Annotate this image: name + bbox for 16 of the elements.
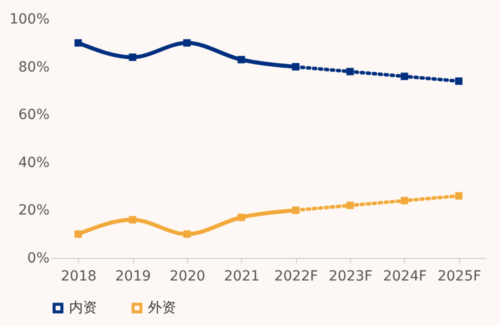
x-tick-label: 2019 <box>115 268 151 284</box>
y-tick-label: 80% <box>18 59 50 76</box>
y-tick-label: 100% <box>9 12 50 28</box>
x-tick-label: 2022F <box>274 268 318 284</box>
y-tick-label: 20% <box>18 202 50 219</box>
x-tick-label: 2020 <box>170 268 206 284</box>
x-tick-label: 2018 <box>60 268 97 284</box>
x-tick-label: 2024F <box>383 268 427 284</box>
x-tick-label: 2023F <box>328 268 372 284</box>
y-tick-label: 40% <box>18 154 50 171</box>
y-tick-label: 60% <box>18 107 50 124</box>
legend-label: 外资 <box>148 300 176 316</box>
legend-label: 内资 <box>69 300 97 316</box>
x-tick-label: 2021 <box>224 268 260 284</box>
x-tick-label: 2025F <box>437 268 482 284</box>
y-tick-label: 0% <box>27 250 50 266</box>
